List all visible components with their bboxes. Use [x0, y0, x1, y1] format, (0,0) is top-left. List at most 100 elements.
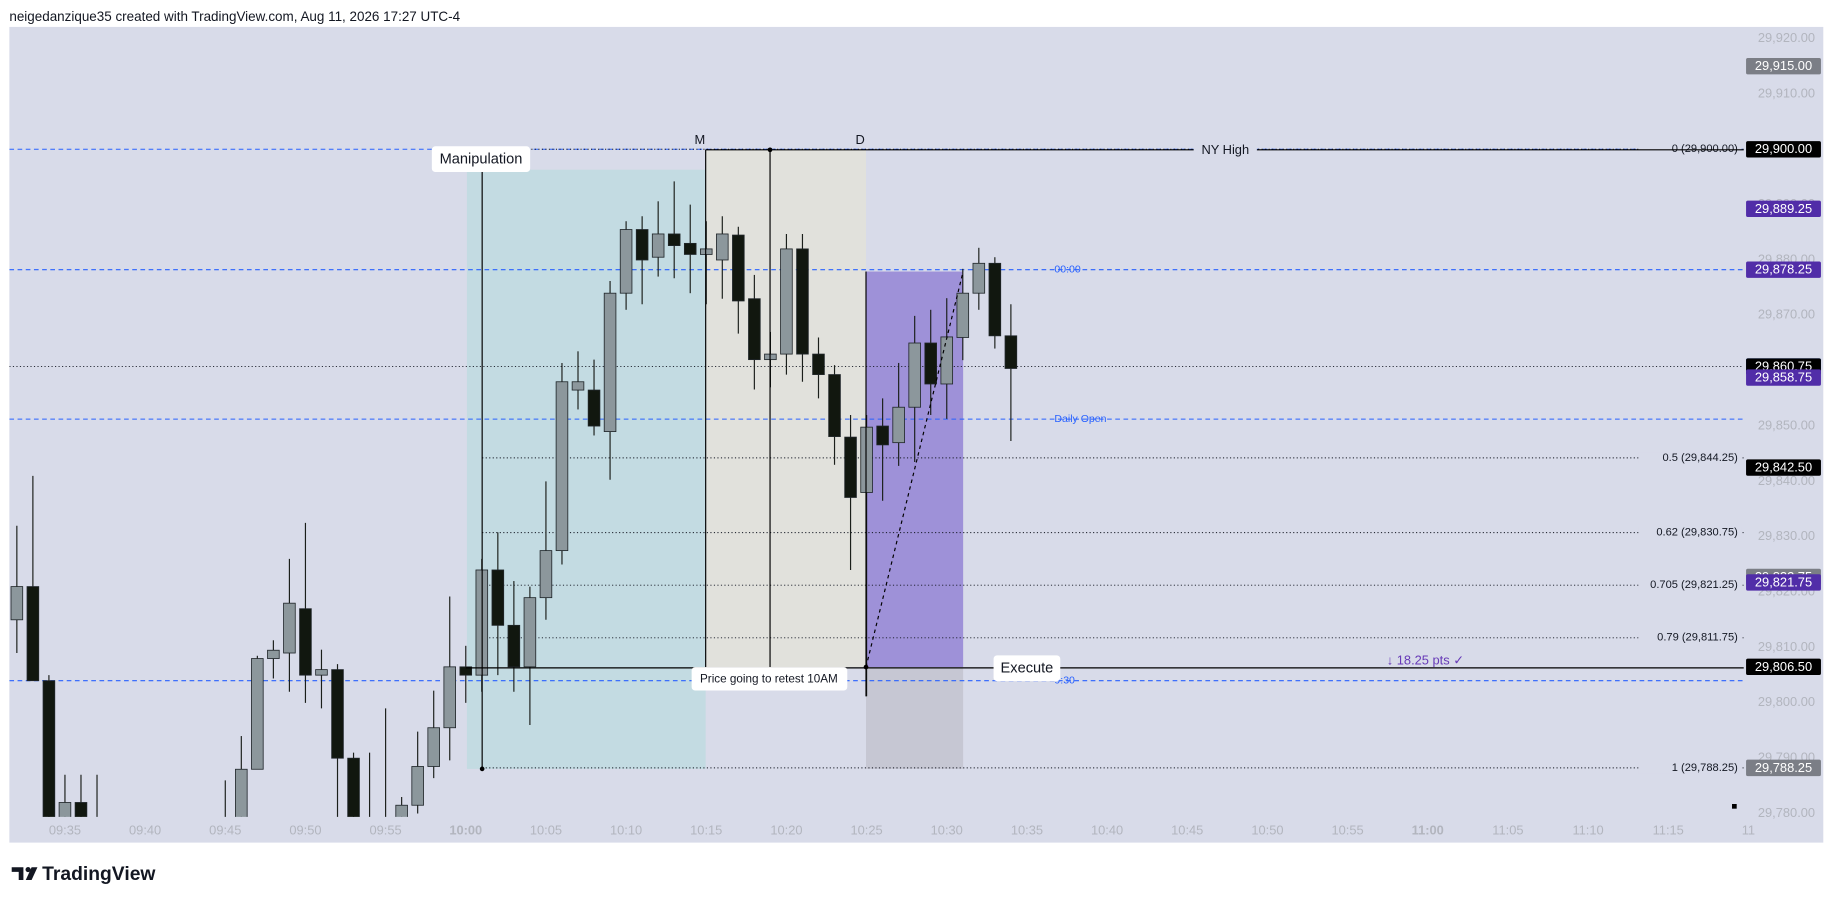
fib-label-bg: [1638, 631, 1742, 644]
price-badge: [1746, 200, 1821, 217]
candle-body: [283, 602, 296, 654]
logo-icon: [25, 867, 38, 881]
candle-body: [347, 757, 360, 817]
candle-body: [908, 342, 921, 408]
price-badge-label: 29,915.00: [1755, 58, 1812, 73]
y-tick-label: 29,810.00: [1758, 639, 1815, 654]
candle-body: [427, 727, 440, 767]
candle-body: [10, 586, 24, 621]
x-tick-label: 11:15: [1653, 822, 1684, 837]
label-m: M: [694, 132, 705, 147]
candle-body: [988, 262, 1002, 337]
candle-body: [603, 292, 617, 432]
candle-body: [459, 666, 473, 676]
candle-body: [411, 766, 424, 806]
x-tick-label: 11:10: [1572, 822, 1603, 837]
candle-body: [571, 381, 585, 391]
y-tick-label: 29,830.00: [1758, 528, 1815, 543]
zone-manipulation: [466, 169, 706, 769]
y-tick-label: 29,800.00: [1758, 694, 1815, 709]
candle-body: [315, 669, 328, 676]
candle-body: [267, 649, 280, 659]
fib-label: 0 (29,900.00): [1672, 143, 1738, 155]
dashed-level-label: 00:00: [1054, 263, 1080, 275]
x-tick-label: 10:45: [1171, 822, 1203, 837]
price-badge: [1746, 261, 1821, 278]
x-tick-label: 09:35: [49, 822, 81, 837]
fib-label: 0.79 (29,811.75): [1657, 632, 1738, 644]
footer-logo: TradingView: [11, 864, 156, 885]
marker: [1732, 803, 1737, 809]
y-tick-label: 29,920.00: [1758, 30, 1815, 45]
x-tick-label: 10:25: [850, 822, 882, 837]
annotation-box: [691, 667, 848, 691]
execute-label: Execute: [1001, 661, 1054, 677]
price-badge: [1746, 658, 1821, 676]
candle-body: [74, 802, 88, 817]
price-badge-label: 29,821.75: [1755, 574, 1812, 589]
fib-label: 0.5 (29,844.25): [1663, 452, 1739, 464]
candle-body: [26, 586, 40, 682]
candle-body: [812, 353, 825, 375]
candle-body: [42, 680, 56, 817]
candle-body: [892, 406, 905, 444]
candle-body: [924, 342, 937, 385]
zone-distribution: [705, 149, 867, 668]
candle-body: [523, 597, 537, 668]
x-tick-label: 10:20: [770, 822, 802, 837]
price-badge: [1746, 141, 1821, 158]
candle-body: [58, 802, 72, 817]
x-tick-label: 10:35: [1011, 822, 1043, 837]
projection-line: [865, 271, 964, 668]
x-tick-label: 09:50: [289, 822, 321, 837]
candle-body: [780, 248, 793, 355]
zone-long-stop: [866, 667, 964, 769]
x-tick-label: 10:55: [1331, 822, 1363, 837]
anchor-point: [863, 664, 869, 670]
x-tick-label: 11:05: [1492, 822, 1523, 837]
price-badge: [1746, 759, 1821, 777]
candle-body: [748, 298, 761, 361]
dashed-level-label: Daily Open: [1054, 413, 1106, 425]
y-tick-label: 29,910.00: [1758, 85, 1815, 100]
logo-text: TradingView: [42, 864, 156, 885]
y-tick-label: 29,780.00: [1758, 805, 1815, 820]
x-tick-label: 09:40: [129, 822, 161, 837]
retest-label: Price going to retest 10AM: [700, 672, 838, 685]
candle-body: [667, 233, 681, 246]
candle-body: [219, 841, 231, 869]
candle-body: [251, 658, 264, 770]
candle-body: [972, 262, 986, 294]
x-tick-label: 11: [1742, 822, 1755, 837]
anchor-point: [767, 147, 773, 153]
candle-body: [635, 229, 649, 261]
candle-body: [683, 242, 697, 255]
candle-body: [539, 550, 553, 599]
x-tick-label: 10:15: [690, 822, 722, 837]
y-tick-label: 29,840.00: [1758, 473, 1815, 488]
annotation-box: [993, 655, 1061, 682]
x-tick-label: 10:50: [1251, 822, 1283, 837]
candle-body: [235, 768, 248, 817]
logo-icon: [11, 867, 24, 881]
manipulation-label: Manipulation: [440, 152, 523, 168]
price-badge: [1746, 459, 1821, 476]
candle-body: [844, 436, 857, 498]
candle-body: [956, 292, 970, 338]
price-badge-label: 29,858.75: [1755, 370, 1812, 385]
x-tick-label: 10:00: [449, 822, 482, 837]
price-badge-label: 29,842.50: [1755, 460, 1812, 475]
anchor-point: [479, 766, 485, 772]
candle-body: [796, 248, 809, 355]
price-badge: [1746, 369, 1821, 386]
price-badge-label: 29,889.25: [1755, 201, 1812, 216]
x-tick-label: 09:45: [209, 822, 241, 837]
price-badge-label: 29,806.50: [1755, 659, 1812, 674]
candle-body: [940, 336, 954, 385]
fib-label-bg: [1638, 452, 1742, 464]
x-tick-label: 10:10: [610, 822, 642, 837]
candle-body: [828, 374, 841, 437]
candle-body: [491, 569, 505, 626]
